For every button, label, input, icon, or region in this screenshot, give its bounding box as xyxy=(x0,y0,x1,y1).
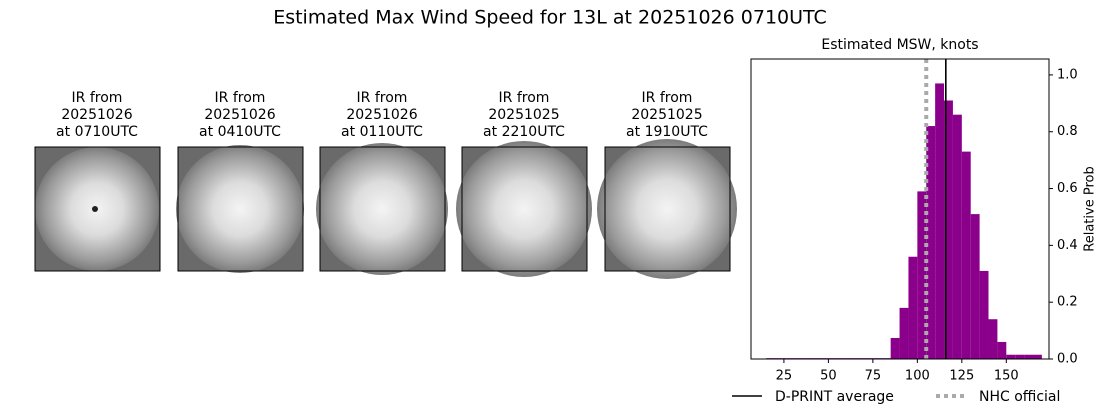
x-tick-label: 150 xyxy=(994,369,1019,384)
image-frame xyxy=(604,146,731,272)
bar xyxy=(1032,354,1042,359)
panel-title: IR from xyxy=(642,90,693,106)
chart-title: Estimated MSW, knots xyxy=(821,37,978,53)
storm-cloud xyxy=(597,139,737,279)
storm-eye xyxy=(92,206,98,212)
bar xyxy=(1024,354,1033,359)
storm-cloud xyxy=(176,145,304,273)
bar xyxy=(917,191,927,359)
bar xyxy=(970,214,980,359)
x-tick-label: 125 xyxy=(949,369,974,384)
image-frame xyxy=(34,146,161,272)
bar xyxy=(944,100,953,360)
bar xyxy=(1006,354,1016,359)
y-tick-label: 0.2 xyxy=(1057,295,1078,310)
bar xyxy=(908,256,918,359)
panel-title: at 0410UTC xyxy=(199,124,281,140)
y-tick-label: 0.0 xyxy=(1057,352,1078,367)
panel-title: IR from xyxy=(72,90,123,106)
panel-title: IR from xyxy=(499,90,550,106)
bar xyxy=(997,341,1007,359)
bar xyxy=(1015,354,1025,359)
y-tick-label: 0.6 xyxy=(1057,181,1078,196)
x-tick-label: 25 xyxy=(776,369,793,384)
y-tick-label: 0.4 xyxy=(1057,238,1078,253)
y-axis-label: Relative Prob xyxy=(1083,166,1098,251)
panel-title: 20251026 xyxy=(61,107,132,123)
bar xyxy=(979,270,989,359)
panel-title: at 2210UTC xyxy=(483,124,565,140)
legend-label: D-PRINT average xyxy=(775,389,894,405)
panel-title: IR from xyxy=(215,90,266,106)
image-frame xyxy=(461,146,588,272)
y-tick-label: 1.0 xyxy=(1057,67,1078,82)
bar xyxy=(988,319,998,359)
legend-label: NHC official xyxy=(979,389,1060,405)
bar xyxy=(952,114,962,359)
y-tick-label: 0.8 xyxy=(1057,124,1078,139)
panel-title: at 1910UTC xyxy=(626,124,708,140)
panel-title: IR from xyxy=(357,90,408,106)
figure-title: Estimated Max Wind Speed for 13L at 2025… xyxy=(273,7,827,29)
panel-title: 20251025 xyxy=(631,107,702,123)
panel-title: 20251025 xyxy=(488,107,559,123)
x-tick-label: 75 xyxy=(865,369,882,384)
panel-title: 20251026 xyxy=(204,107,275,123)
image-frame xyxy=(177,146,304,272)
bar xyxy=(899,307,909,359)
panel-title: at 0710UTC xyxy=(56,124,138,140)
plot-frame xyxy=(750,58,1050,360)
bar xyxy=(926,126,936,359)
x-tick-label: 100 xyxy=(905,369,930,384)
storm-cloud xyxy=(456,141,592,277)
bar xyxy=(890,337,900,359)
bar xyxy=(935,83,945,359)
image-frame xyxy=(319,146,446,272)
panel-title: at 0110UTC xyxy=(341,124,423,140)
storm-cloud xyxy=(316,143,448,275)
x-tick-label: 50 xyxy=(820,369,837,384)
bar xyxy=(961,151,971,359)
panel-title: 20251026 xyxy=(346,107,417,123)
